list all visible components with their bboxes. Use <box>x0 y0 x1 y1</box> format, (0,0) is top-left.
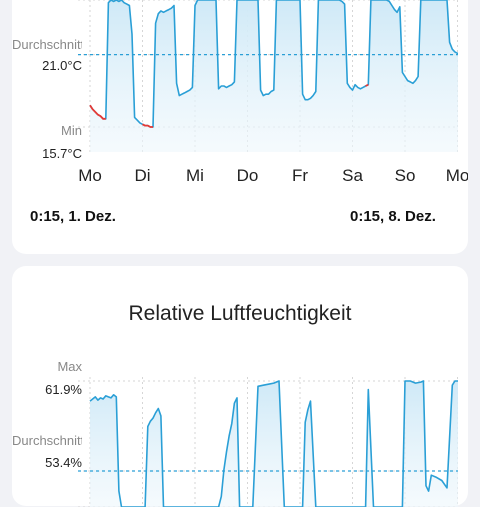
temperature-card: Durchschnitt 21.0°C Min 15.7°C Mo Di Mi Do F… <box>12 0 468 254</box>
x-tick-label: Mi <box>186 166 204 185</box>
min-highlight-segment <box>142 123 153 128</box>
min-highlight-segment <box>89 104 106 120</box>
x-tick-label: Mo <box>78 166 102 185</box>
temp-min-label: Min <box>61 123 82 138</box>
hum-avg-value: 53.4% <box>45 455 82 470</box>
temp-min-value: 15.7°C <box>42 146 82 161</box>
x-tick-label: Di <box>134 166 151 185</box>
min-highlight-segment <box>365 83 369 87</box>
date-end: 0:15, 8. Dez. <box>350 208 436 225</box>
x-tick-label: Sa <box>342 166 363 185</box>
temp-avg-value: 21.0°C <box>42 58 82 73</box>
hum-max-label: Max <box>57 359 82 374</box>
hum-avg-label: Durchschnitt <box>12 433 82 448</box>
series-area <box>90 0 458 152</box>
x-tick-label: So <box>394 166 416 185</box>
date-start: 0:15, 1. Dez. <box>30 208 116 225</box>
x-tick-label: Fr <box>291 166 309 185</box>
humidity-chart <box>78 377 458 507</box>
temp-x-axis: Mo Di Mi Do Fr Sa So Mo <box>12 166 468 188</box>
hum-max-value: 61.9% <box>45 382 82 397</box>
humidity-card: Relative Luftfeuchtigkeit Max 61.9% Durc… <box>12 266 468 507</box>
x-tick-label: Do <box>236 166 259 185</box>
series-area <box>90 381 458 507</box>
temp-avg-label: Durchschnitt <box>12 37 82 52</box>
humidity-title: Relative Luftfeuchtigkeit <box>128 302 352 325</box>
x-tick-label: Mo <box>445 166 468 185</box>
temperature-chart <box>78 0 458 152</box>
series-line <box>89 380 458 507</box>
